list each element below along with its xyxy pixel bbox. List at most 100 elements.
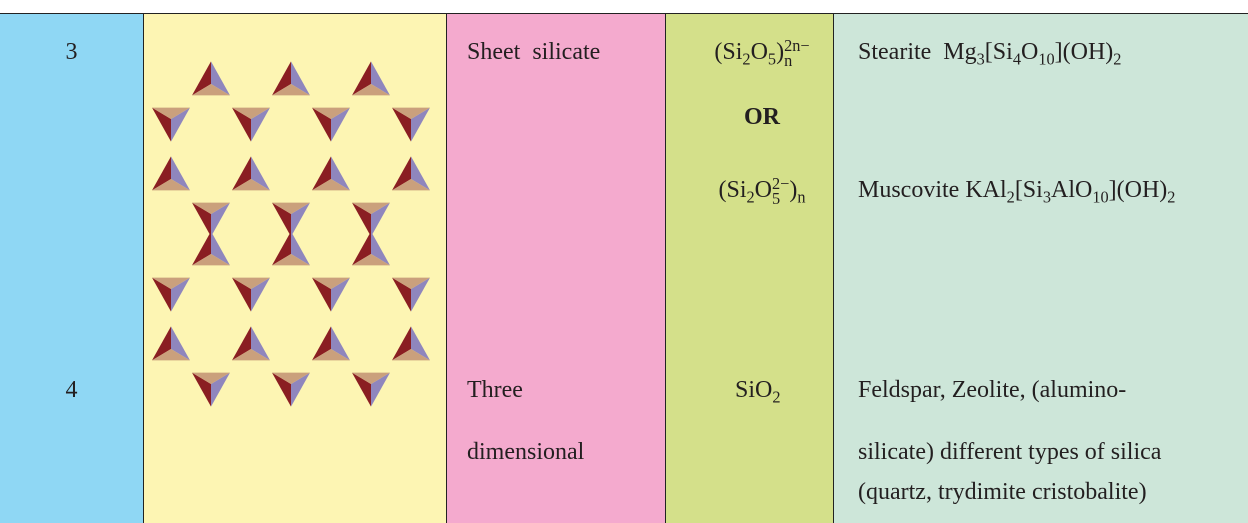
text: ) <box>789 177 798 203</box>
tetrahedron-face <box>272 372 310 384</box>
text: ](OH) <box>1054 39 1114 65</box>
tetrahedron-face <box>232 277 270 289</box>
text-line: Sheet silicate <box>467 37 600 67</box>
tetrahedron-face <box>352 231 371 266</box>
tetrahedron-face <box>152 349 190 361</box>
text: n <box>784 51 793 71</box>
text: Feldspar, Zeolite, (alumino- <box>858 377 1127 403</box>
text: 3 <box>1042 187 1051 207</box>
tetrahedron-face <box>171 277 190 312</box>
text-line: (Si2O5) 2n− n <box>612 35 912 71</box>
row-number: 3 <box>0 37 143 67</box>
text: AlO <box>1050 177 1093 203</box>
script-stack: 2− 5 <box>772 173 790 207</box>
tetrahedron-face <box>192 231 211 266</box>
tetrahedron-face <box>371 202 390 237</box>
tetrahedron-face <box>352 84 390 96</box>
text: 4 <box>65 377 78 403</box>
tetrahedron-face <box>232 326 251 361</box>
tetrahedron-face <box>232 349 270 361</box>
tetrahedron-face <box>352 202 371 237</box>
column-examples <box>833 14 1248 523</box>
row-number: 4 <box>0 375 143 405</box>
tetrahedron-face <box>411 277 430 312</box>
tetrahedron-face <box>392 326 411 361</box>
tetrahedron-face <box>312 277 350 289</box>
tetrahedron-face <box>251 156 270 191</box>
text: 2 <box>772 387 781 407</box>
text: 10 <box>1038 49 1055 69</box>
tetrahedron-face <box>371 61 390 96</box>
text: 2n− <box>784 35 810 55</box>
tetrahedron-face <box>192 202 230 214</box>
tetrahedron-face <box>232 156 251 191</box>
tetrahedron-face <box>411 156 430 191</box>
text: SiO <box>735 377 773 403</box>
tetrahedron-face <box>272 61 291 96</box>
tetrahedron-face <box>392 277 430 289</box>
tetrahedron-face <box>152 277 171 312</box>
text-line: Feldspar, Zeolite, (alumino- <box>858 375 1126 405</box>
tetrahedron-face <box>312 107 350 119</box>
tetrahedron-face <box>272 202 310 214</box>
text: 2 <box>1006 187 1015 207</box>
tetrahedron-face <box>232 107 270 119</box>
tetrahedron-face <box>331 277 350 312</box>
tetrahedron-face <box>171 156 190 191</box>
script-stack: 2n− n <box>784 35 810 71</box>
text: 5 <box>767 49 777 69</box>
text: (Si <box>714 39 743 65</box>
text: 2 <box>746 187 755 207</box>
text: 2− <box>772 173 790 193</box>
tetrahedron-face <box>152 107 171 142</box>
tetrahedron-face <box>331 107 350 142</box>
tetrahedron-face <box>392 277 411 312</box>
column-structure <box>143 14 446 523</box>
tetrahedron-face <box>211 202 230 237</box>
tetrahedron-face <box>352 372 371 407</box>
tetrahedron-face <box>312 156 331 191</box>
tetrahedron-face <box>192 61 211 96</box>
tetrahedron-face <box>232 107 251 142</box>
column-type <box>446 14 665 523</box>
tetrahedron-face <box>211 231 230 266</box>
column-formula <box>665 14 833 523</box>
tetrahedron-face <box>312 277 331 312</box>
tetrahedron-face <box>272 372 291 407</box>
tetrahedron-face <box>291 231 310 266</box>
tetrahedron-face <box>171 107 190 142</box>
tetrahedron-face <box>312 349 350 361</box>
tetrahedron-face <box>352 61 371 96</box>
text: (Si <box>718 177 747 203</box>
tetrahedron-face <box>312 326 331 361</box>
text-line: silicate) different types of silica <box>858 437 1161 467</box>
tetrahedron-face <box>291 61 310 96</box>
text-line: (quartz, trydimite cristobalite) <box>858 477 1147 507</box>
column-number <box>0 14 143 523</box>
text: (quartz, trydimite cristobalite) <box>858 479 1147 505</box>
top-border <box>0 13 1248 14</box>
text: 10 <box>1092 187 1109 207</box>
text: O <box>754 177 772 203</box>
text-line: Muscovite KAl2[Si3AlO10](OH)2 <box>858 175 1175 207</box>
tetrahedron-face <box>411 326 430 361</box>
tetrahedron-face <box>392 349 430 361</box>
tetrahedron-face <box>331 156 350 191</box>
text: Three <box>467 377 523 403</box>
text: OR <box>744 104 780 130</box>
tetrahedron-face <box>192 84 230 96</box>
text: dimensional <box>467 439 585 465</box>
tetrahedron-face <box>392 107 411 142</box>
text-line: OR <box>612 102 912 132</box>
tetrahedron-face <box>312 107 331 142</box>
text-line: Stearite Mg3[Si4O10](OH)2 <box>858 37 1121 69</box>
text-line: dimensional <box>467 437 584 467</box>
text: 3 <box>976 49 985 69</box>
tetrahedron-face <box>272 84 310 96</box>
text: Sheet silicate <box>467 39 601 65</box>
tetrahedron-face <box>272 202 291 237</box>
tetrahedron-face <box>392 107 430 119</box>
tetrahedron-face <box>232 179 270 191</box>
tetrahedron-face <box>272 254 310 266</box>
tetrahedron-face <box>352 202 390 214</box>
